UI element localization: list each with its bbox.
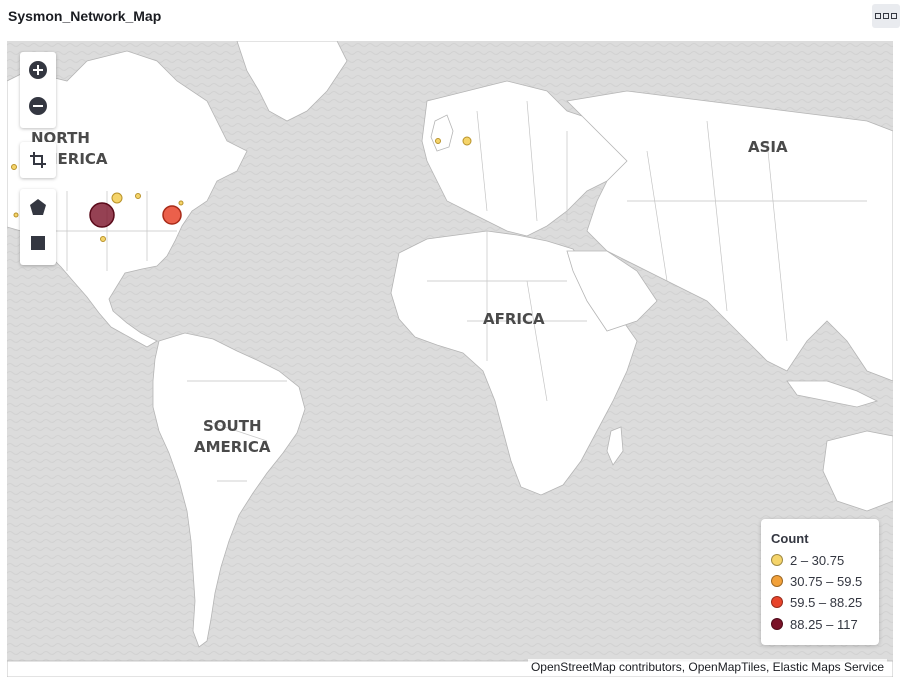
options-icon-dot [883, 13, 889, 19]
point-marker[interactable] [100, 236, 106, 242]
border-line [627, 120, 867, 342]
legend-label: 59.5 – 88.25 [790, 594, 863, 610]
legend-item: 88.25 – 117 [771, 615, 858, 633]
draw-rectangle-button[interactable] [20, 225, 56, 261]
legend-label: 88.25 – 117 [790, 616, 858, 632]
point-marker[interactable] [89, 202, 115, 228]
zoom-out-button[interactable] [20, 88, 56, 124]
land-south-america [152, 332, 306, 648]
data-points [11, 136, 472, 242]
point-marker[interactable] [462, 136, 472, 146]
options-icon [875, 13, 881, 19]
label-asia: ASIA [748, 138, 788, 156]
legend-swatch [771, 554, 783, 566]
legend-title: Count [771, 531, 809, 546]
country-borders [47, 100, 867, 482]
map-layer: NORTH AMERICA SOUTH AMERICA AFRICA ASIA [7, 41, 893, 677]
label-africa: AFRICA [483, 310, 545, 328]
land-africa [390, 230, 638, 496]
label-south-america-1: SOUTH [203, 417, 262, 435]
fit-bounds-control [20, 142, 56, 178]
zoom-controls [20, 52, 56, 128]
options-icon-dot [891, 13, 897, 19]
legend-swatch [771, 575, 783, 587]
map-legend: Count 2 – 30.75 30.75 – 59.5 59.5 – 88.2… [761, 519, 879, 645]
land-australia [822, 430, 893, 512]
legend-item: 30.75 – 59.5 [771, 572, 862, 590]
crop-icon [30, 152, 46, 168]
panel-options-button[interactable] [872, 4, 900, 28]
land-arabia [566, 250, 658, 332]
point-marker[interactable] [435, 138, 441, 144]
point-marker[interactable] [178, 200, 184, 206]
pentagon-icon [30, 199, 46, 215]
legend-item: 2 – 30.75 [771, 551, 844, 569]
plus-circle-icon [29, 61, 47, 79]
panel-header: Sysmon_Network_Map [0, 0, 903, 34]
land-asia [566, 90, 893, 382]
land-madagascar [606, 426, 624, 466]
point-marker[interactable] [13, 212, 19, 218]
minus-circle-icon [29, 97, 47, 115]
label-south-america-2: AMERICA [194, 438, 271, 456]
border-line [427, 231, 587, 402]
panel-title: Sysmon_Network_Map [8, 8, 162, 24]
point-marker[interactable] [162, 205, 182, 225]
draw-polygon-button[interactable] [20, 189, 56, 225]
map-attribution[interactable]: OpenStreetMap contributors, OpenMapTiles… [527, 659, 887, 675]
legend-swatch [771, 596, 783, 608]
point-marker[interactable] [11, 164, 17, 170]
square-icon [31, 236, 45, 250]
zoom-in-button[interactable] [20, 52, 56, 88]
land-north-america [7, 50, 248, 348]
point-marker[interactable] [135, 193, 141, 199]
legend-label: 2 – 30.75 [790, 552, 845, 568]
map-canvas[interactable]: NORTH AMERICA SOUTH AMERICA AFRICA ASIA [7, 41, 893, 677]
draw-controls [20, 189, 56, 265]
land-greenland [236, 41, 348, 122]
border-line [476, 100, 568, 222]
legend-swatch [771, 618, 783, 630]
point-marker[interactable] [111, 192, 123, 204]
fit-to-data-button[interactable] [20, 142, 56, 178]
border-line [187, 380, 287, 482]
legend-label: 30.75 – 59.5 [790, 573, 863, 589]
landmasses [7, 41, 893, 677]
land-islands [786, 380, 879, 408]
legend-item: 59.5 – 88.25 [771, 593, 862, 611]
